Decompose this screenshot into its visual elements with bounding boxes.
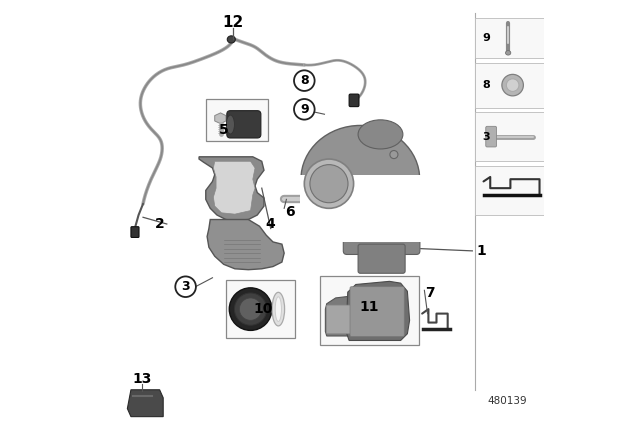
FancyBboxPatch shape: [131, 227, 139, 237]
FancyBboxPatch shape: [475, 112, 544, 161]
FancyBboxPatch shape: [350, 287, 404, 336]
Text: 7: 7: [425, 286, 435, 301]
Text: 13: 13: [132, 371, 152, 386]
Text: 5: 5: [219, 123, 228, 137]
Ellipse shape: [301, 125, 420, 233]
Text: 8: 8: [483, 80, 490, 90]
Text: 12: 12: [222, 15, 243, 30]
Polygon shape: [325, 297, 356, 336]
Text: 1: 1: [476, 244, 486, 258]
Circle shape: [175, 276, 196, 297]
FancyBboxPatch shape: [227, 111, 261, 138]
Ellipse shape: [227, 115, 234, 134]
Polygon shape: [127, 390, 163, 417]
Text: 480139: 480139: [488, 396, 527, 406]
Text: 10: 10: [253, 302, 273, 316]
Ellipse shape: [234, 293, 267, 325]
Text: 3: 3: [483, 132, 490, 142]
FancyBboxPatch shape: [206, 99, 269, 141]
Text: 9: 9: [300, 103, 308, 116]
Ellipse shape: [305, 159, 354, 208]
FancyBboxPatch shape: [486, 126, 497, 147]
Text: 2: 2: [155, 217, 165, 231]
Ellipse shape: [358, 120, 403, 149]
Text: 4: 4: [266, 217, 276, 231]
Ellipse shape: [272, 293, 285, 326]
Polygon shape: [215, 113, 226, 124]
Circle shape: [294, 70, 315, 91]
FancyBboxPatch shape: [343, 227, 420, 254]
Ellipse shape: [227, 36, 236, 43]
Ellipse shape: [502, 74, 524, 96]
Polygon shape: [346, 281, 410, 340]
Circle shape: [294, 99, 315, 120]
FancyBboxPatch shape: [349, 94, 359, 107]
FancyBboxPatch shape: [300, 175, 426, 242]
Ellipse shape: [390, 151, 398, 159]
FancyBboxPatch shape: [226, 280, 296, 338]
FancyBboxPatch shape: [326, 305, 355, 334]
Text: 9: 9: [483, 33, 490, 43]
FancyBboxPatch shape: [475, 18, 544, 58]
Polygon shape: [199, 157, 264, 220]
Text: 3: 3: [181, 280, 190, 293]
FancyBboxPatch shape: [475, 63, 544, 108]
Ellipse shape: [506, 51, 511, 55]
Ellipse shape: [310, 165, 348, 202]
Text: 8: 8: [300, 74, 308, 87]
FancyBboxPatch shape: [475, 166, 544, 215]
Polygon shape: [213, 161, 255, 214]
FancyBboxPatch shape: [320, 276, 419, 345]
Polygon shape: [207, 220, 284, 270]
Text: 11: 11: [360, 300, 379, 314]
Text: 6: 6: [285, 205, 294, 219]
Ellipse shape: [506, 79, 519, 91]
Ellipse shape: [275, 297, 282, 322]
FancyBboxPatch shape: [358, 244, 405, 273]
Ellipse shape: [229, 288, 272, 331]
Ellipse shape: [239, 298, 262, 320]
